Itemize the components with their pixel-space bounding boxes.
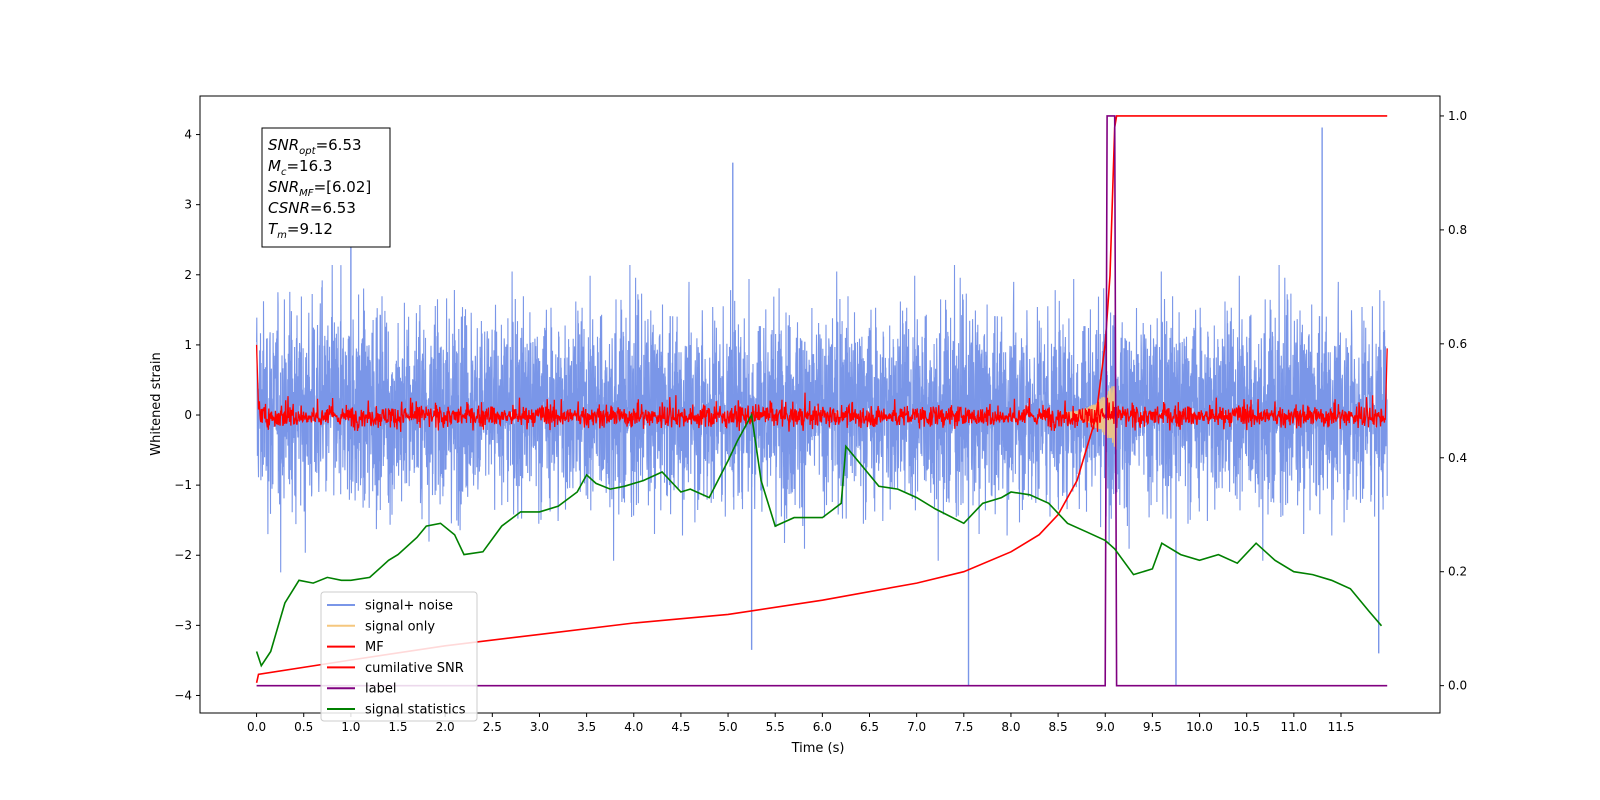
x-tick-label: 4.5 [671, 720, 690, 734]
x-tick-label: 5.0 [719, 720, 738, 734]
x-tick-label: 8.5 [1049, 720, 1068, 734]
right-y-tick-label: 0.6 [1448, 337, 1467, 351]
right-y-axis-ticks: 1.0 0.8 0.6 0.4 0.2 0.0 [1440, 109, 1467, 693]
x-tick-label: 9.5 [1143, 720, 1162, 734]
left-y-axis-ticks: 4 3 2 1 0 −1 −2 −3 −4 [174, 128, 200, 702]
x-tick-label: 10.0 [1186, 720, 1213, 734]
x-tick-label: 3.5 [577, 720, 596, 734]
right-y-tick-label: 0.0 [1448, 679, 1467, 693]
series-label-line [256, 115, 1388, 687]
annotation-frame [261, 127, 391, 248]
left-y-axis-label: Whitened strain [149, 352, 164, 455]
annotation-line: SNRMF=[6.02] [268, 178, 371, 199]
legend-label: signal+ noise [365, 599, 453, 614]
right-y-tick-label: 0.8 [1448, 223, 1467, 237]
legend-label: MF [365, 640, 384, 655]
legend: signal+ noise signal only MF cumilative SNR… [320, 591, 478, 722]
x-tick-label: 3.0 [530, 720, 549, 734]
plot-frame [199, 95, 1441, 714]
right-y-tick-label: 0.2 [1448, 565, 1467, 579]
right-y-tick-label: 0.4 [1448, 451, 1467, 465]
x-tick-label: 9.0 [1096, 720, 1115, 734]
legend-label: label [365, 682, 396, 697]
series-signal-statistics-line [255, 412, 1383, 668]
left-y-tick-label: −1 [174, 478, 192, 492]
legend-frame [320, 591, 478, 722]
x-tick-label: 4.0 [624, 720, 643, 734]
left-y-tick-label: −4 [174, 688, 192, 702]
x-tick-label: 1.0 [341, 720, 360, 734]
left-y-tick-label: −3 [174, 618, 192, 632]
legend-label: signal only [365, 619, 435, 634]
x-tick-label: 0.0 [247, 720, 266, 734]
x-tick-label: 0.5 [294, 720, 313, 734]
x-tick-label: 11.0 [1280, 720, 1307, 734]
left-y-tick-label: 0 [184, 408, 192, 422]
left-y-tick-label: 2 [184, 268, 192, 282]
x-tick-label: 2.0 [436, 720, 455, 734]
legend-label: cumilative SNR [365, 661, 464, 676]
x-tick-label: 6.0 [813, 720, 832, 734]
left-y-tick-label: 3 [184, 198, 192, 212]
x-tick-label: 2.5 [483, 720, 502, 734]
annotation-line: CSNR=6.53 [268, 199, 356, 217]
x-tick-label: 1.5 [388, 720, 407, 734]
series-signal-noise-line [256, 264, 1388, 573]
left-y-tick-label: 4 [184, 128, 192, 142]
x-tick-label: 10.5 [1233, 720, 1260, 734]
left-y-tick-label: −2 [174, 548, 192, 562]
series-mf-line [255, 344, 1388, 432]
left-y-tick-label: 1 [184, 338, 192, 352]
annotation-line: Tm=9.12 [268, 220, 333, 241]
x-tick-label: 7.0 [907, 720, 926, 734]
x-tick-label: 8.0 [1001, 720, 1020, 734]
x-tick-label: 5.5 [766, 720, 785, 734]
right-y-tick-label: 1.0 [1448, 109, 1467, 123]
annotation-line: SNRopt=6.53 [268, 136, 362, 157]
annotation-line: Mc=16.3 [268, 157, 332, 178]
legend-label: signal statistics [365, 703, 466, 718]
x-tick-label: 11.5 [1328, 720, 1355, 734]
x-tick-label: 7.5 [954, 720, 973, 734]
x-axis-label: Time (s) [791, 741, 845, 756]
x-tick-label: 6.5 [860, 720, 879, 734]
